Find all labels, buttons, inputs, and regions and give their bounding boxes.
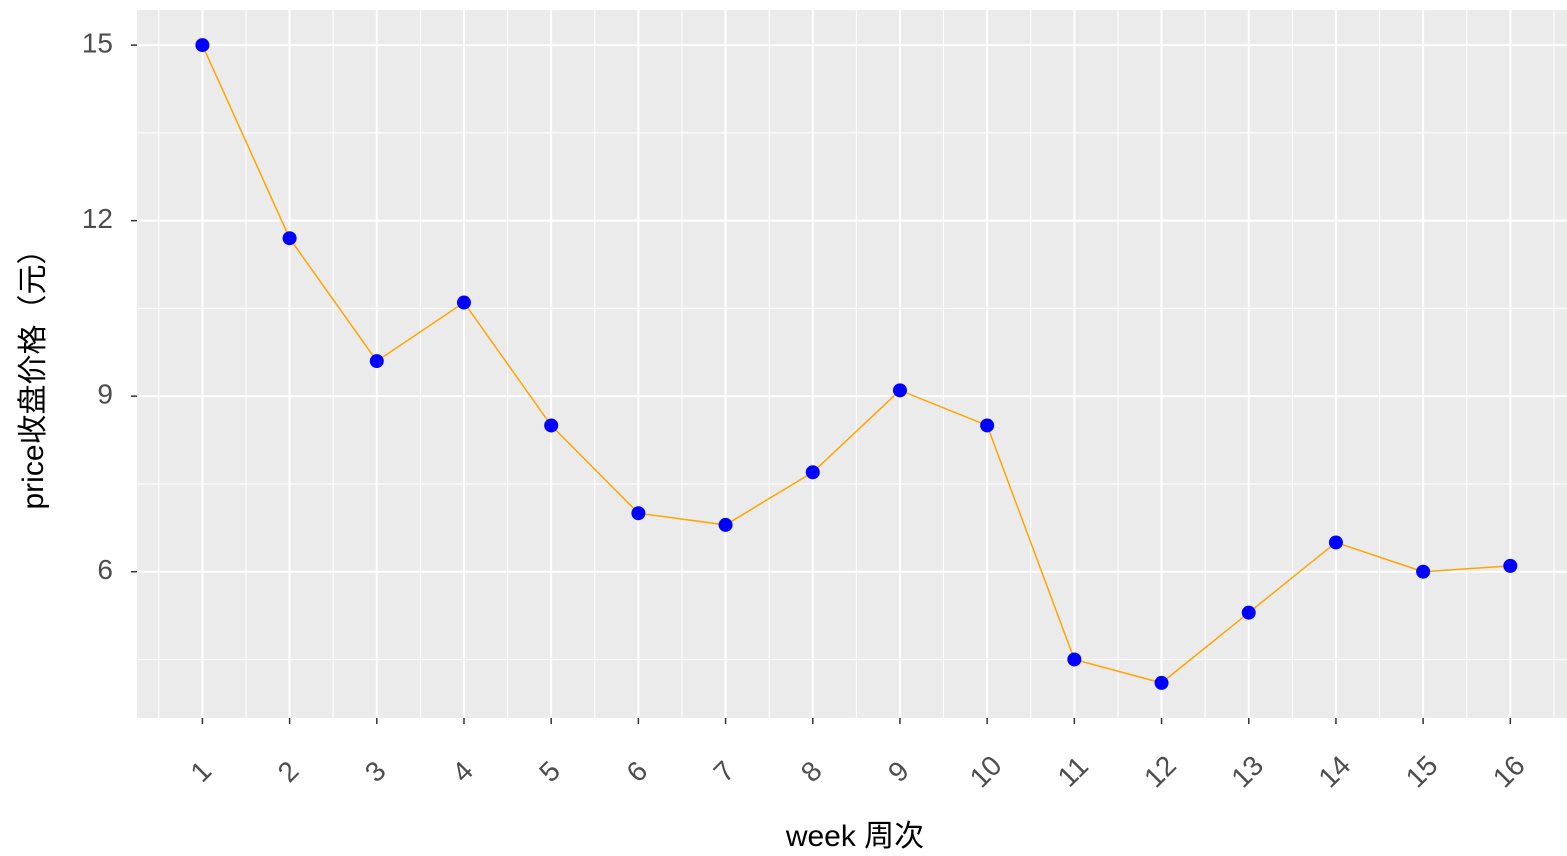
point [1241,605,1256,620]
y-tick-label: 15 [82,27,113,58]
x-tick-label: 6 [620,755,653,788]
point [1067,652,1082,667]
x-tick-label: 14 [1312,750,1356,794]
point [1503,558,1518,573]
x-tick-label: 8 [795,755,828,788]
x-tick-label: 4 [446,755,479,788]
x-tick-label: 1 [184,755,217,788]
x-tick-label: 7 [708,755,741,788]
point [456,295,471,310]
x-tick-label: 5 [533,755,566,788]
point [1154,675,1169,690]
y-tick-label: 12 [82,203,113,234]
y-tick-label: 6 [97,554,113,585]
x-tick-label: 3 [359,755,392,788]
point [544,418,559,433]
x-tick-label: 13 [1225,750,1269,794]
x-tick-label: 15 [1400,750,1444,794]
y-tick-label: 9 [97,379,113,410]
point [195,38,210,53]
x-tick-label: 16 [1487,750,1531,794]
point [892,383,907,398]
y-axis-title: price收盘价格（元） [17,234,50,509]
point [1416,564,1431,579]
line [201,44,1511,684]
point [805,465,820,480]
x-tick-label: 9 [882,755,915,788]
x-tick-label: 2 [272,755,305,788]
point [1328,535,1343,550]
x-axis-title: week 周次 [785,820,924,853]
x-tick-label: 10 [964,750,1008,794]
x-tick-label: 12 [1138,750,1182,794]
point [718,517,733,532]
point [980,418,995,433]
point [631,506,646,521]
point [282,231,297,246]
panel [137,10,1567,718]
point [369,354,384,369]
x-tick-label: 11 [1052,750,1094,792]
